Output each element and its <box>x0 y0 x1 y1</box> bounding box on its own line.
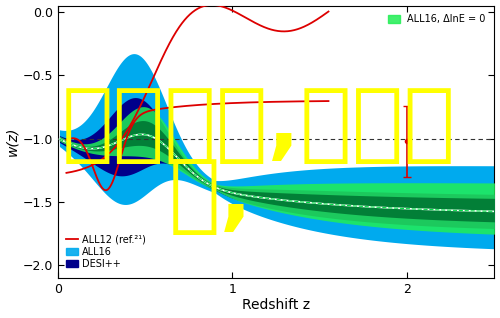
Text: 态,: 态, <box>168 155 252 238</box>
X-axis label: Redshift z: Redshift z <box>242 299 310 313</box>
Text: 科研动态,科研动: 科研动态,科研动 <box>62 84 456 167</box>
Legend: ALL12 (ref.²¹), ALL16, DESI++: ALL12 (ref.²¹), ALL16, DESI++ <box>62 230 150 273</box>
Y-axis label: w(z): w(z) <box>6 127 20 156</box>
